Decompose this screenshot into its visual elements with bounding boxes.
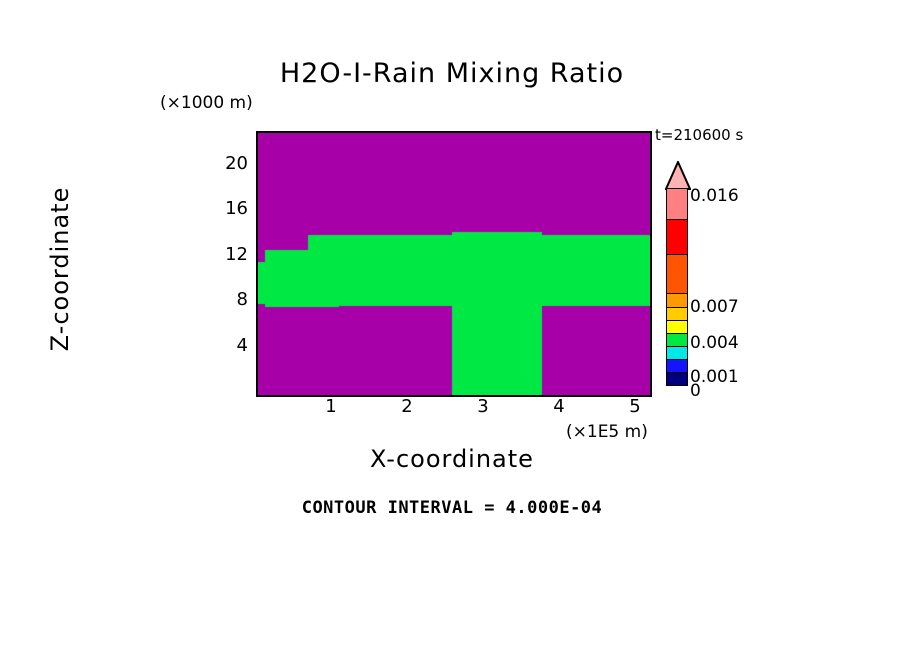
colorbar-label: 0.016 [690,186,739,206]
colorbar-band [666,188,688,220]
page-title: H2O-I-Rain Mixing Ratio [279,58,625,89]
colorbar-band [666,307,688,321]
x-tick-label: 5 [629,396,641,417]
colorbar-band [666,219,688,255]
colorbar-band [666,359,688,373]
y-axis-unit-label: (×1000 m) [160,93,253,113]
x-tick-label: 3 [477,396,489,417]
colorbar-band [666,346,688,360]
colorbar-band [666,372,688,386]
colorbar-label: 0 [690,381,701,401]
colorbar-label: 0.004 [690,333,739,353]
contour-interval-caption: CONTOUR INTERVAL = 4.000E-04 [301,498,603,518]
contour-plot-area[interactable] [256,131,652,397]
y-tick-label: 8 [236,289,248,310]
y-tick-label: 16 [225,198,248,219]
x-axis-unit-label: (×1E5 m) [566,422,648,442]
x-axis-title: X-coordinate [370,445,534,473]
colorbar-band [666,333,688,347]
y-tick-label: 20 [225,153,248,174]
colorbar-label: 0.007 [690,297,739,317]
y-tick-label: 12 [225,244,248,265]
y-tick-label: 4 [236,335,248,356]
x-tick-label: 1 [325,396,337,417]
colorbar-band [666,293,688,308]
y-axis-title: Z-coordinate [46,186,74,352]
colorbar-label: 0.001 [690,367,739,387]
time-label: t=210600 s [655,126,744,144]
data-field-canvas [258,133,650,395]
x-tick-label: 4 [553,396,565,417]
colorbar-band [666,320,688,334]
colorbar-band [666,254,688,294]
x-tick-label: 2 [401,396,413,417]
colorbar-arrow-icon [665,161,691,190]
